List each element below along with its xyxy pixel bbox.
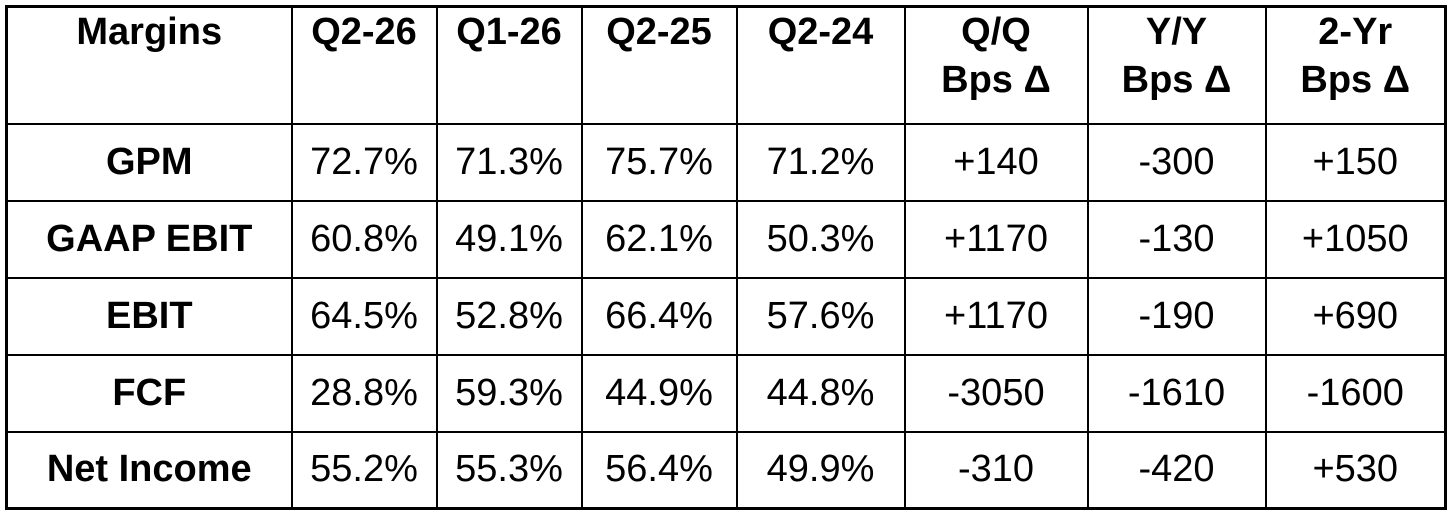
header-margins: Margins [5,5,293,125]
cell-ebit-q2-26: 64.5% [290,276,438,356]
header-yy-bps-delta: Y/Y Bps Δ [1086,5,1267,125]
table-row-fcf: FCF 28.8% 59.3% 44.9% 44.8% -3050 -1610 … [5,353,1447,433]
cell-gaap-ebit-q2-26: 60.8% [290,199,438,279]
cell-gpm-2yr-bps: +150 [1264,122,1447,202]
header-line1: Q2-25 [606,11,712,53]
cell-net-income-qq-bps: -310 [903,430,1089,510]
header-line2: Bps Δ [941,59,1051,101]
header-2yr-bps-delta: 2-Yr Bps Δ [1264,5,1447,125]
row-label-gaap-ebit: GAAP EBIT [5,199,293,279]
cell-ebit-q1-26: 52.8% [435,276,583,356]
cell-fcf-q2-24: 44.8% [735,353,906,433]
cell-gpm-qq-bps: +140 [903,122,1089,202]
cell-ebit-q2-24: 57.6% [735,276,906,356]
header-line1: 2-Yr [1318,11,1393,53]
table-header-row: Margins Q2-26 Q1-26 Q2-25 Q2-24 Q/Q B [5,5,1447,125]
cell-gpm-yy-bps: -300 [1086,122,1267,202]
row-label-fcf: FCF [5,353,293,433]
cell-gpm-q1-26: 71.3% [435,122,583,202]
cell-gaap-ebit-yy-bps: -130 [1086,199,1267,279]
table-row-gaap-ebit: GAAP EBIT 60.8% 49.1% 62.1% 50.3% +1170 … [5,199,1447,279]
header-line1: Margins [76,11,223,53]
cell-ebit-q2-25: 66.4% [580,276,738,356]
header-line2: Bps Δ [1121,59,1232,101]
cell-ebit-2yr-bps: +690 [1264,276,1447,356]
cell-fcf-q2-25: 44.9% [580,353,738,433]
cell-fcf-qq-bps: -3050 [903,353,1089,433]
header-q1-26: Q1-26 [435,5,583,125]
table-row-ebit: EBIT 64.5% 52.8% 66.4% 57.6% +1170 -190 … [5,276,1447,356]
header-line2: Bps Δ [1300,59,1411,101]
header-line1: Q2-24 [767,11,874,53]
header-q2-25: Q2-25 [580,5,738,125]
cell-net-income-q2-26: 55.2% [290,430,438,510]
header-line1: Y/Y [1145,11,1208,53]
cell-gpm-q2-24: 71.2% [735,122,906,202]
cell-fcf-2yr-bps: -1600 [1264,353,1447,433]
cell-fcf-yy-bps: -1610 [1086,353,1267,433]
cell-gpm-q2-25: 75.7% [580,122,738,202]
cell-fcf-q1-26: 59.3% [435,353,583,433]
cell-gaap-ebit-q1-26: 49.1% [435,199,583,279]
cell-net-income-yy-bps: -420 [1086,430,1267,510]
cell-gaap-ebit-2yr-bps: +1050 [1264,199,1447,279]
row-label-ebit: EBIT [5,276,293,356]
header-line1: Q1-26 [456,11,562,53]
table-row-net-income: Net Income 55.2% 55.3% 56.4% 49.9% -310 … [5,430,1447,510]
table-row-gpm: GPM 72.7% 71.3% 75.7% 71.2% +140 -300 +1… [5,122,1447,202]
cell-gpm-q2-26: 72.7% [290,122,438,202]
header-qq-bps-delta: Q/Q Bps Δ [903,5,1089,125]
row-label-gpm: GPM [5,122,293,202]
cell-fcf-q2-26: 28.8% [290,353,438,433]
header-line1: Q/Q [961,11,1031,53]
cell-net-income-q2-25: 56.4% [580,430,738,510]
header-line1: Q2-26 [311,11,417,53]
cell-gaap-ebit-q2-24: 50.3% [735,199,906,279]
cell-net-income-2yr-bps: +530 [1264,430,1447,510]
header-q2-26: Q2-26 [290,5,438,125]
cell-ebit-qq-bps: +1170 [903,276,1089,356]
cell-ebit-yy-bps: -190 [1086,276,1267,356]
cell-net-income-q2-24: 49.9% [735,430,906,510]
header-q2-24: Q2-24 [735,5,906,125]
cell-gaap-ebit-q2-25: 62.1% [580,199,738,279]
cell-net-income-q1-26: 55.3% [435,430,583,510]
row-label-net-income: Net Income [5,430,293,510]
margins-table: Margins Q2-26 Q1-26 Q2-25 Q2-24 Q/Q B [5,5,1447,510]
cell-gaap-ebit-qq-bps: +1170 [903,199,1089,279]
